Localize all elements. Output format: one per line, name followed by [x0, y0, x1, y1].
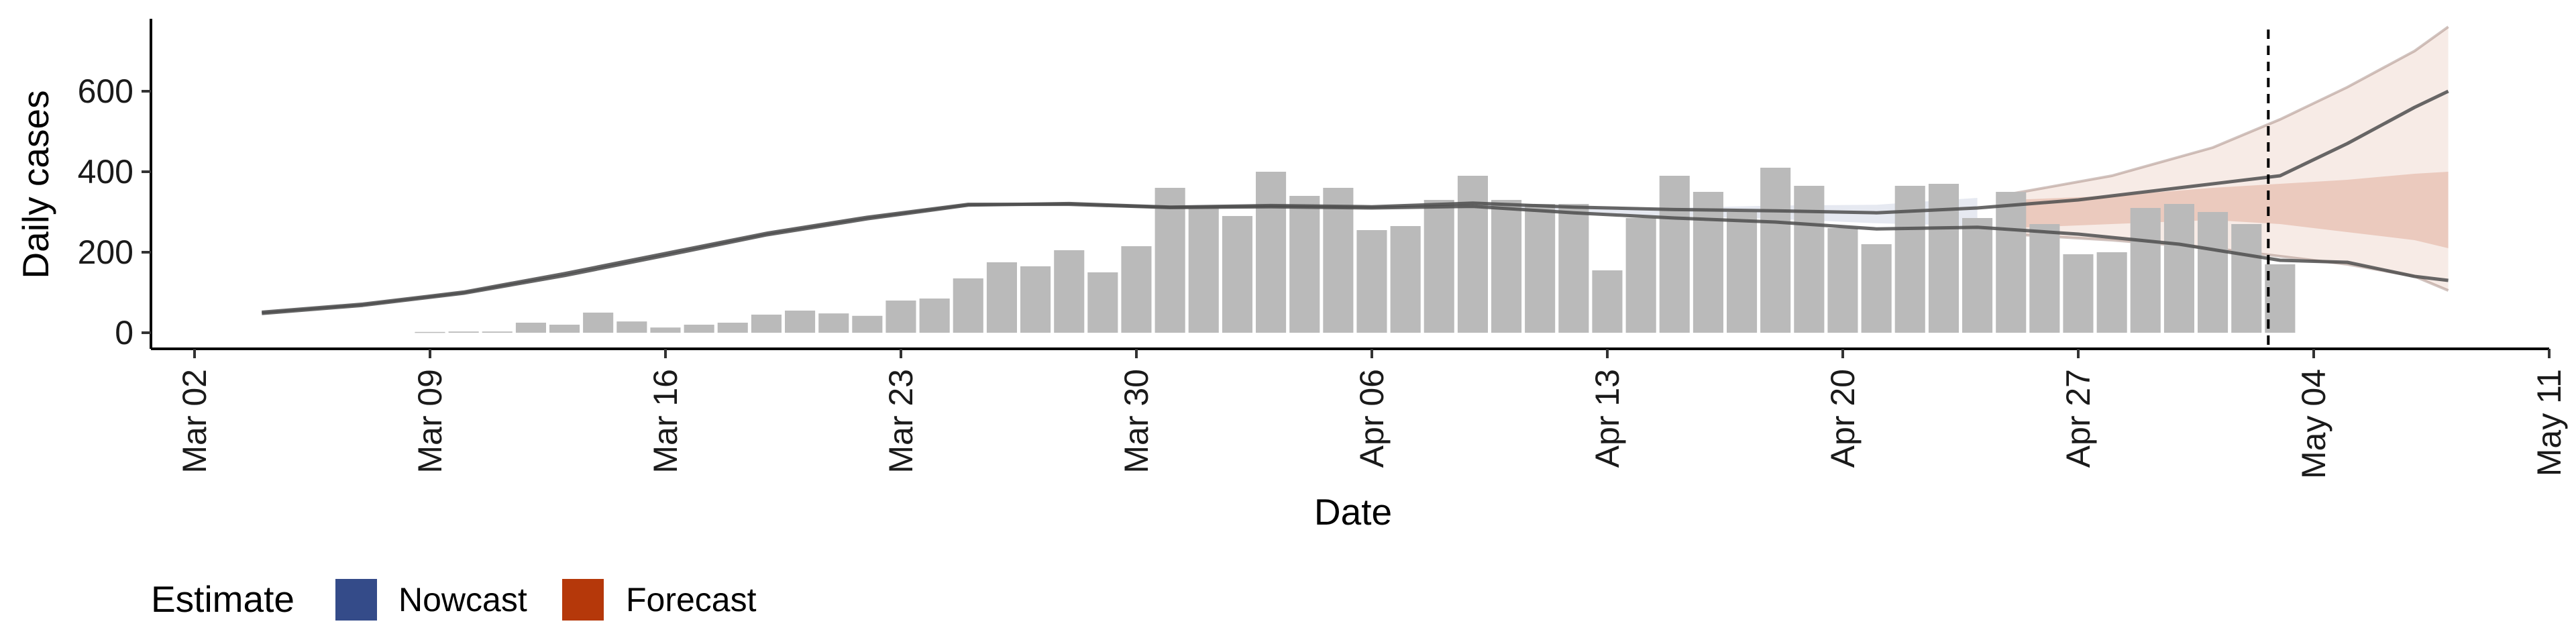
- estimate-line-2: [262, 203, 2449, 314]
- bar-2020-04-01: [1188, 208, 1219, 333]
- bar-2020-03-14: [583, 313, 614, 333]
- bar-2020-04-03: [1256, 172, 1287, 333]
- bar-2020-04-10: [1491, 200, 1522, 333]
- bar-2020-04-25: [1996, 192, 2027, 333]
- y-tick-label-0: 0: [115, 314, 133, 352]
- bar-2020-04-09: [1457, 176, 1488, 333]
- bar-2020-03-26: [986, 262, 1017, 333]
- bar-2020-04-08: [1424, 200, 1454, 333]
- bar-2020-03-31: [1155, 188, 1185, 333]
- bar-2020-03-28: [1054, 250, 1085, 333]
- bar-2020-04-18: [1760, 168, 1791, 333]
- bar-2020-03-11: [482, 331, 513, 333]
- bar-2020-04-06: [1356, 230, 1387, 333]
- bar-2020-03-20: [785, 311, 816, 333]
- bar-2020-04-23: [1928, 184, 1959, 333]
- x-tick-label-mar-23: Mar 23: [882, 369, 920, 474]
- bar-2020-03-18: [717, 323, 748, 333]
- x-axis-title: Date: [1314, 491, 1392, 533]
- legend: Estimate Nowcast Forecast: [151, 578, 757, 621]
- legend-swatch-forecast: [562, 579, 604, 621]
- forecast-band-90-upper-edge: [2010, 25, 2449, 195]
- bar-2020-04-22: [1894, 186, 1925, 333]
- y-tick-label-400: 400: [78, 153, 133, 191]
- bar-2020-04-29: [2130, 208, 2161, 333]
- bar-2020-04-15: [1659, 176, 1690, 333]
- estimate-lines: [262, 89, 2449, 315]
- bar-2020-05-02: [2231, 224, 2262, 333]
- bar-2020-04-05: [1323, 188, 1354, 333]
- y-axis-ticks: 0 200 400 600: [78, 72, 151, 352]
- bar-2020-03-24: [919, 299, 950, 333]
- y-axis-title: Daily cases: [15, 90, 56, 278]
- bar-2020-04-21: [1861, 244, 1892, 333]
- legend-label-nowcast: Nowcast: [398, 581, 527, 619]
- bar-2020-04-02: [1222, 216, 1252, 333]
- bar-2020-03-10: [448, 331, 479, 333]
- bar-2020-03-16: [650, 327, 681, 333]
- bar-2020-04-27: [2063, 254, 2094, 333]
- x-axis-ticks: Mar 02 Mar 09 Mar 16 Mar 23 Mar 30 Apr 06 Apr …: [176, 349, 2568, 479]
- bar-2020-03-17: [684, 325, 714, 333]
- forecast-band-20: [2010, 172, 2449, 248]
- x-tick-label-mar-30: Mar 30: [1118, 369, 1155, 474]
- bar-2020-03-09: [415, 331, 445, 333]
- bar-2020-03-15: [616, 321, 647, 333]
- bar-2020-04-24: [1962, 218, 1993, 333]
- bar-2020-03-12: [515, 323, 546, 333]
- y-tick-label-600: 600: [78, 72, 133, 110]
- bar-2020-03-21: [818, 313, 849, 333]
- legend-title: Estimate: [151, 578, 294, 620]
- bar-2020-04-28: [2096, 252, 2127, 333]
- bar-2020-04-19: [1794, 186, 1825, 333]
- bar-2020-03-25: [953, 278, 983, 333]
- bar-2020-04-17: [1727, 212, 1758, 333]
- bar-2020-03-29: [1087, 272, 1118, 333]
- bar-2020-03-13: [549, 325, 580, 333]
- bar-2020-03-30: [1121, 246, 1152, 333]
- y-tick-label-200: 200: [78, 233, 133, 271]
- forecast-band-90: [2010, 27, 2449, 290]
- bar-2020-03-22: [852, 315, 883, 333]
- bar-2020-04-26: [2029, 224, 2060, 333]
- bar-2020-04-14: [1625, 218, 1656, 333]
- bar-2020-03-23: [885, 301, 916, 333]
- bar-2020-04-07: [1390, 226, 1421, 333]
- x-tick-label-mar-16: Mar 16: [647, 369, 684, 474]
- x-tick-label-mar-09: Mar 09: [411, 369, 449, 474]
- x-tick-label-may-11: May 11: [2530, 369, 2568, 476]
- bar-2020-04-04: [1289, 196, 1320, 333]
- legend-label-forecast: Forecast: [626, 581, 757, 619]
- bar-2020-04-20: [1827, 228, 1858, 333]
- bar-2020-04-12: [1558, 204, 1589, 333]
- bar-2020-03-27: [1020, 266, 1051, 333]
- bar-2020-04-11: [1525, 204, 1556, 333]
- x-tick-label-apr-13: Apr 13: [1589, 369, 1626, 468]
- x-tick-label-apr-20: Apr 20: [1824, 369, 1862, 468]
- bar-2020-04-13: [1592, 270, 1623, 333]
- bar-2020-05-03: [2265, 264, 2296, 333]
- legend-swatch-nowcast: [335, 579, 377, 621]
- estimate-line-1: [262, 89, 2449, 315]
- bar-2020-03-19: [751, 315, 782, 333]
- x-tick-label-apr-06: Apr 06: [1353, 369, 1391, 468]
- bar-2020-04-30: [2163, 204, 2194, 333]
- bar-2020-04-16: [1693, 192, 1723, 333]
- bar-2020-05-01: [2198, 212, 2229, 333]
- x-tick-label-apr-27: Apr 27: [2059, 369, 2097, 468]
- x-tick-label-may-04: May 04: [2295, 369, 2332, 479]
- x-tick-label-mar-02: Mar 02: [176, 369, 213, 474]
